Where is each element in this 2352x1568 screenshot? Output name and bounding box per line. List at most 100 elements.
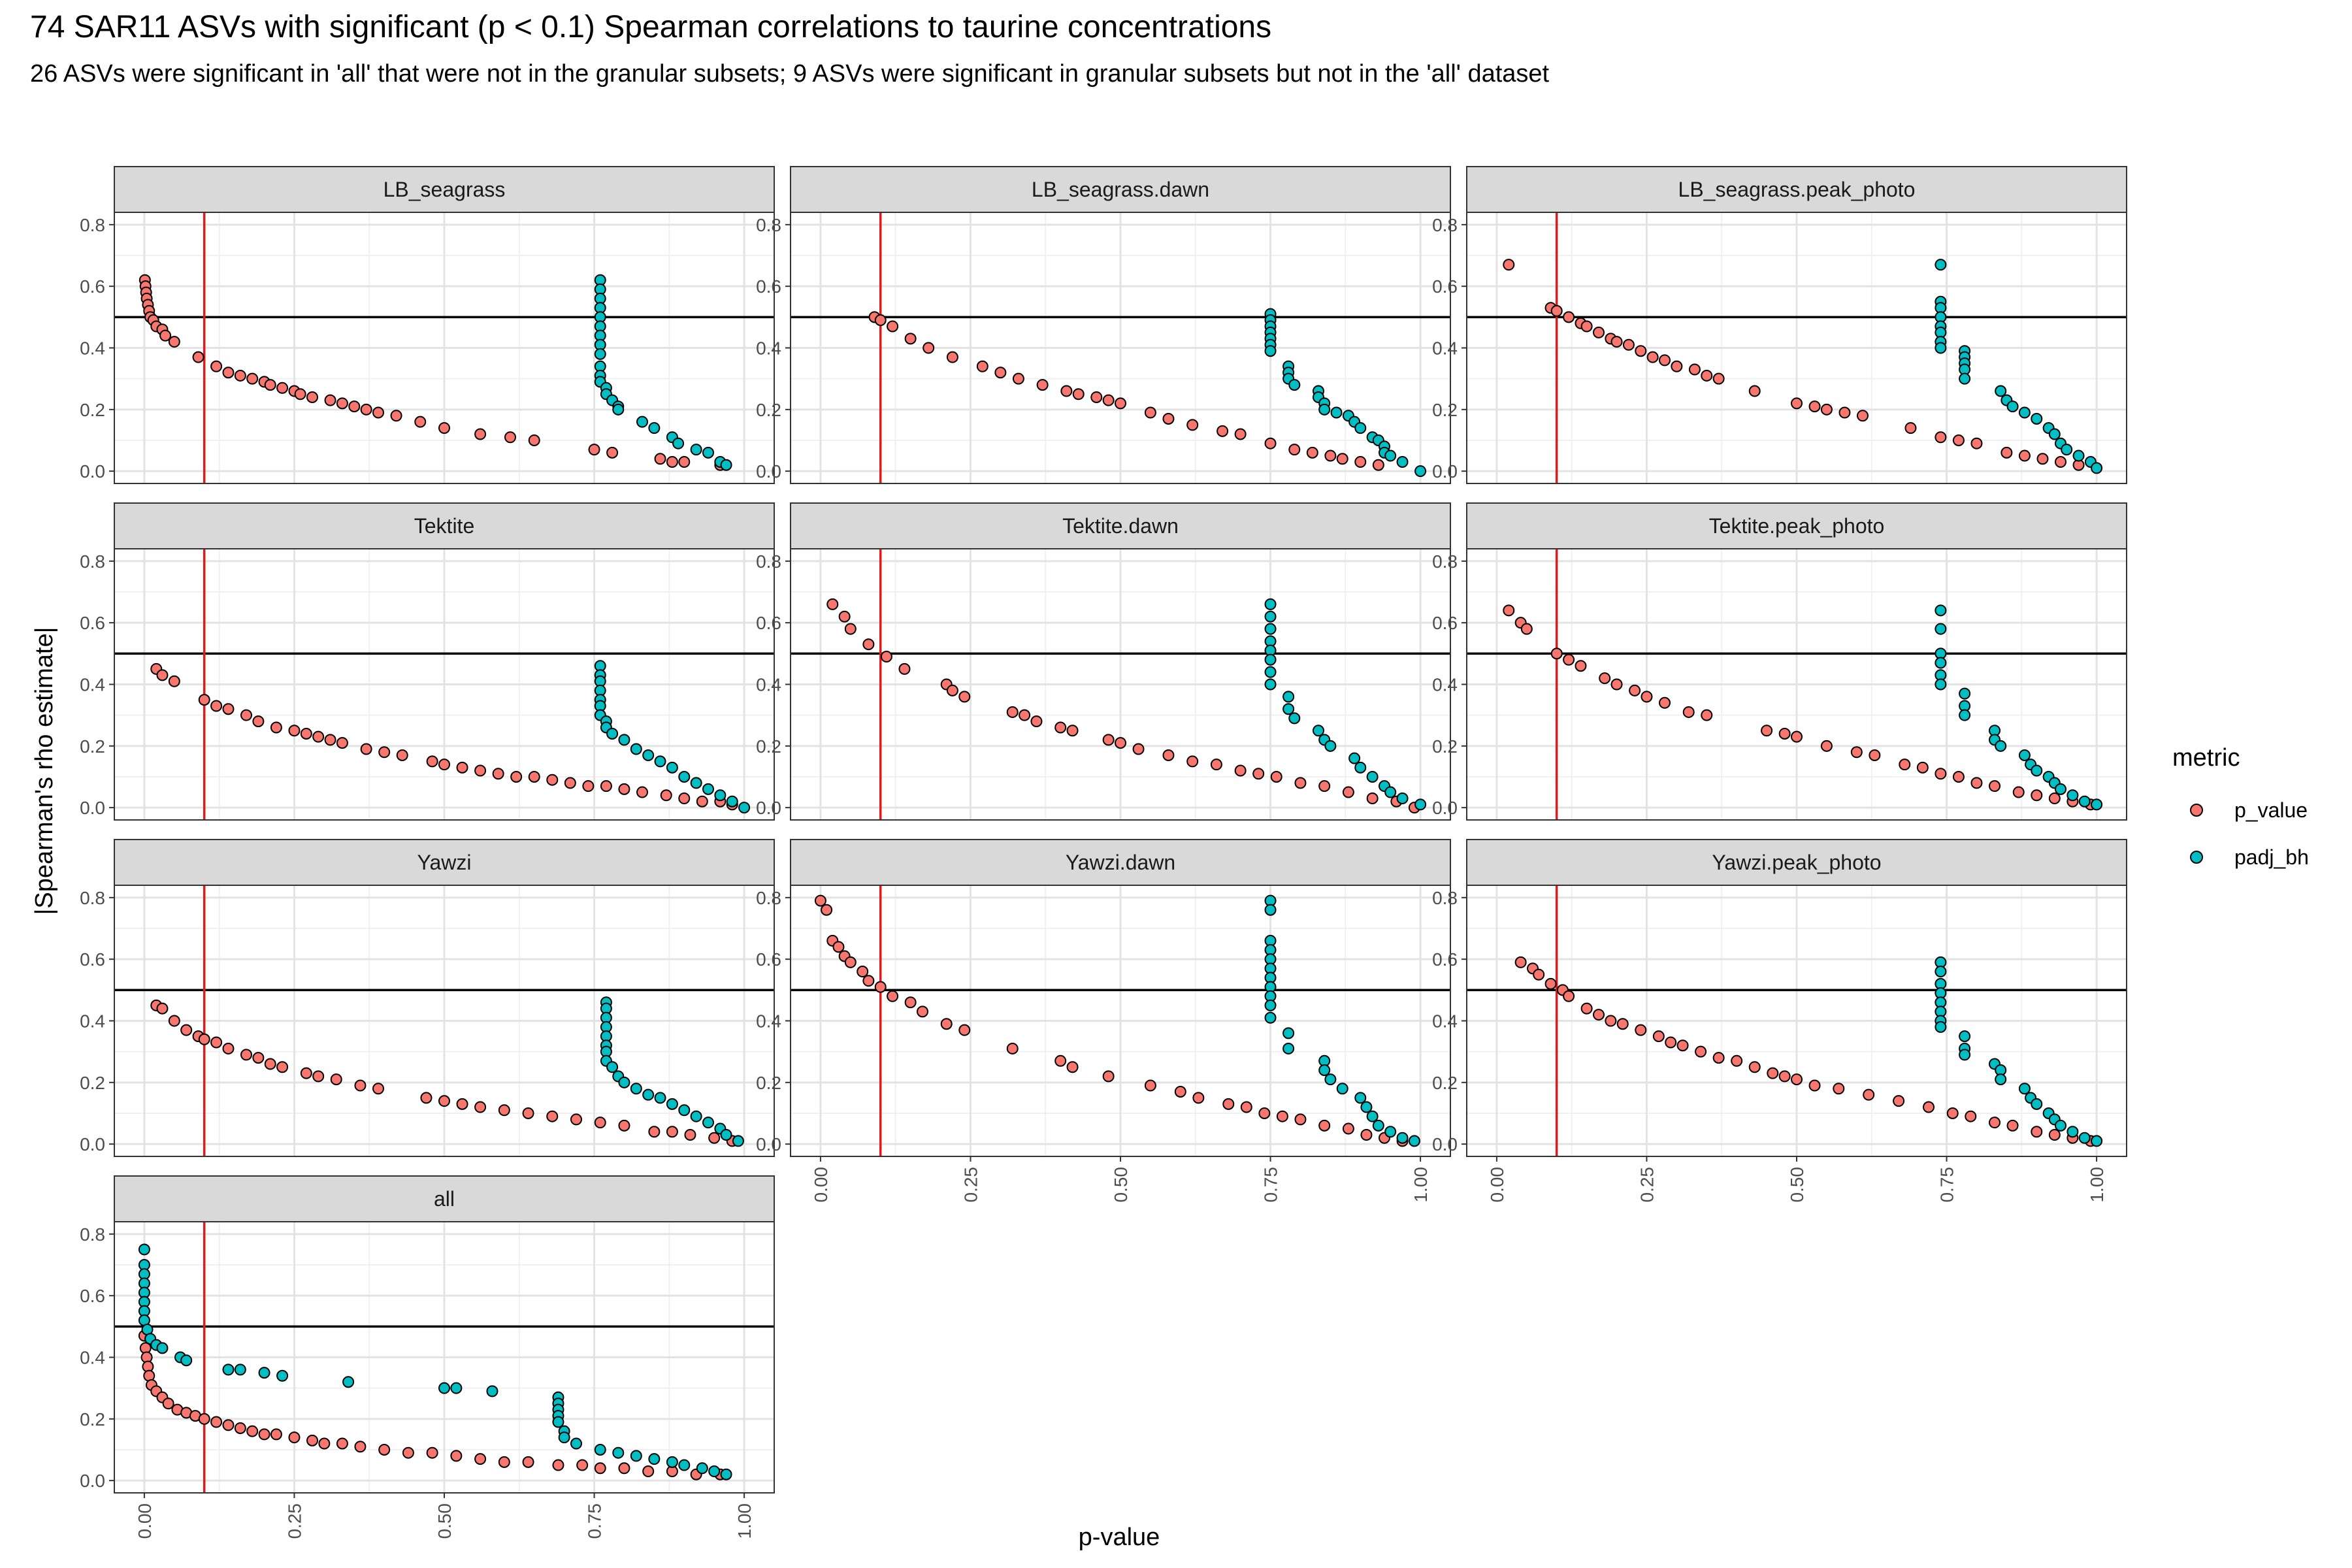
data-point-padj-bh [606, 1061, 619, 1073]
data-point-padj-bh [1264, 653, 1277, 666]
data-point-p-value [1019, 709, 1031, 721]
data-point-padj-bh [1935, 604, 1947, 617]
y-tick-label: 0.0 [756, 1134, 781, 1154]
data-point-p-value [258, 1428, 270, 1441]
data-point-padj-bh [1366, 770, 1379, 783]
data-point-p-value [857, 966, 869, 978]
data-point-p-value [528, 770, 540, 783]
data-point-p-value [2001, 446, 2013, 459]
data-point-p-value [1635, 1024, 1647, 1036]
data-point-p-value [1544, 977, 1557, 990]
data-point-p-value [246, 372, 259, 385]
data-point-p-value [288, 725, 301, 737]
data-point-p-value [1336, 453, 1348, 465]
data-point-p-value [1054, 721, 1067, 734]
data-point-p-value [618, 1462, 630, 1475]
data-point-p-value [306, 391, 318, 403]
facet-strip-label: Yawzi.peak_photo [1712, 851, 1881, 874]
data-point-p-value [354, 1079, 367, 1092]
y-tick-label: 0.8 [756, 888, 781, 908]
data-point-padj-bh [690, 1110, 702, 1122]
data-point-p-value [1306, 446, 1318, 459]
y-tick-label: 0.6 [1432, 276, 1458, 297]
facet-strip-label: LB_seagrass.peak_photo [1678, 178, 1916, 201]
x-tick-label: 0.00 [135, 1503, 155, 1539]
data-point-p-value [1593, 326, 1605, 338]
data-point-p-value [1701, 709, 1713, 721]
data-point-p-value [576, 1459, 589, 1471]
data-point-padj-bh [2091, 1135, 2103, 1147]
data-point-padj-bh [1282, 691, 1295, 703]
x-tick-label: 1.00 [734, 1503, 755, 1539]
data-point-p-value [1520, 623, 1533, 635]
data-point-padj-bh [1396, 1132, 1409, 1144]
data-point-p-value [324, 734, 336, 746]
data-point-p-value [552, 1459, 564, 1471]
data-point-p-value [844, 956, 857, 968]
data-point-p-value [1276, 1110, 1288, 1122]
data-point-p-value [402, 1446, 414, 1459]
data-point-p-value [898, 662, 911, 675]
data-point-padj-bh [2048, 428, 2061, 440]
data-point-p-value [1916, 761, 1929, 774]
facet-strip [1466, 502, 2127, 549]
data-point-p-value [498, 1456, 510, 1468]
data-point-padj-bh [1264, 999, 1277, 1011]
y-tick-label: 0.8 [756, 215, 781, 235]
data-point-p-value [438, 1095, 450, 1107]
y-tick-label: 0.6 [1432, 613, 1458, 633]
data-point-padj-bh [612, 403, 625, 416]
data-point-padj-bh [1264, 610, 1277, 623]
data-point-p-value [498, 1104, 510, 1117]
data-point-p-value [874, 314, 887, 327]
data-point-padj-bh [708, 1465, 721, 1477]
facet-panel-tektite-peak-photo: Tektite.peak_photo 0.0 0.2 0.4 0.6 0.8 [1432, 502, 2127, 821]
data-point-p-value [1610, 678, 1623, 691]
data-point-padj-bh [1995, 1073, 2007, 1086]
data-point-p-value [1174, 1085, 1186, 1098]
data-point-p-value [1503, 259, 1515, 271]
data-point-p-value [958, 1024, 971, 1036]
data-point-padj-bh [1330, 406, 1343, 419]
data-point-padj-bh [258, 1367, 270, 1379]
data-point-p-value [1748, 385, 1761, 397]
data-point-p-value [1850, 746, 1863, 759]
data-point-p-value [1102, 394, 1115, 406]
data-point-p-value [222, 1042, 235, 1054]
data-point-p-value [1006, 706, 1019, 718]
y-tick-label: 0.6 [80, 949, 105, 970]
data-point-padj-bh [720, 1468, 732, 1480]
data-point-padj-bh [1282, 1027, 1295, 1039]
x-tick-label: 0.50 [1787, 1167, 1807, 1203]
data-point-p-value [546, 1110, 559, 1122]
data-point-p-value [210, 1036, 223, 1049]
data-point-padj-bh [678, 1459, 691, 1471]
data-point-padj-bh [654, 755, 666, 768]
y-tick-label: 0.2 [1432, 1073, 1458, 1093]
data-point-p-value [348, 400, 361, 413]
x-tick-label: 0.25 [284, 1503, 304, 1539]
data-point-p-value [1514, 956, 1527, 968]
x-tick-label: 1.00 [1411, 1167, 1431, 1203]
data-point-padj-bh [2031, 764, 2043, 777]
data-point-p-value [276, 382, 289, 394]
data-point-padj-bh [1935, 259, 1947, 271]
data-point-padj-bh [1995, 385, 2007, 397]
data-point-p-value [1946, 1107, 1959, 1119]
data-point-padj-bh [558, 1431, 570, 1444]
y-tick-label: 0.6 [80, 613, 105, 633]
data-point-p-value [198, 1033, 210, 1045]
data-point-p-value [252, 1052, 265, 1064]
data-point-p-value [1240, 1101, 1252, 1113]
data-point-p-value [1563, 311, 1575, 323]
data-point-padj-bh [1396, 792, 1409, 804]
data-point-p-value [1066, 725, 1079, 737]
data-point-p-value [420, 1092, 433, 1104]
data-point-padj-bh [1336, 1083, 1348, 1095]
data-point-p-value [330, 1073, 342, 1086]
data-point-p-value [222, 703, 235, 715]
data-point-p-value [648, 1126, 661, 1138]
data-point-p-value [2036, 453, 2049, 465]
chart-subtitle: 26 ASVs were significant in 'all' that w… [30, 60, 1550, 88]
